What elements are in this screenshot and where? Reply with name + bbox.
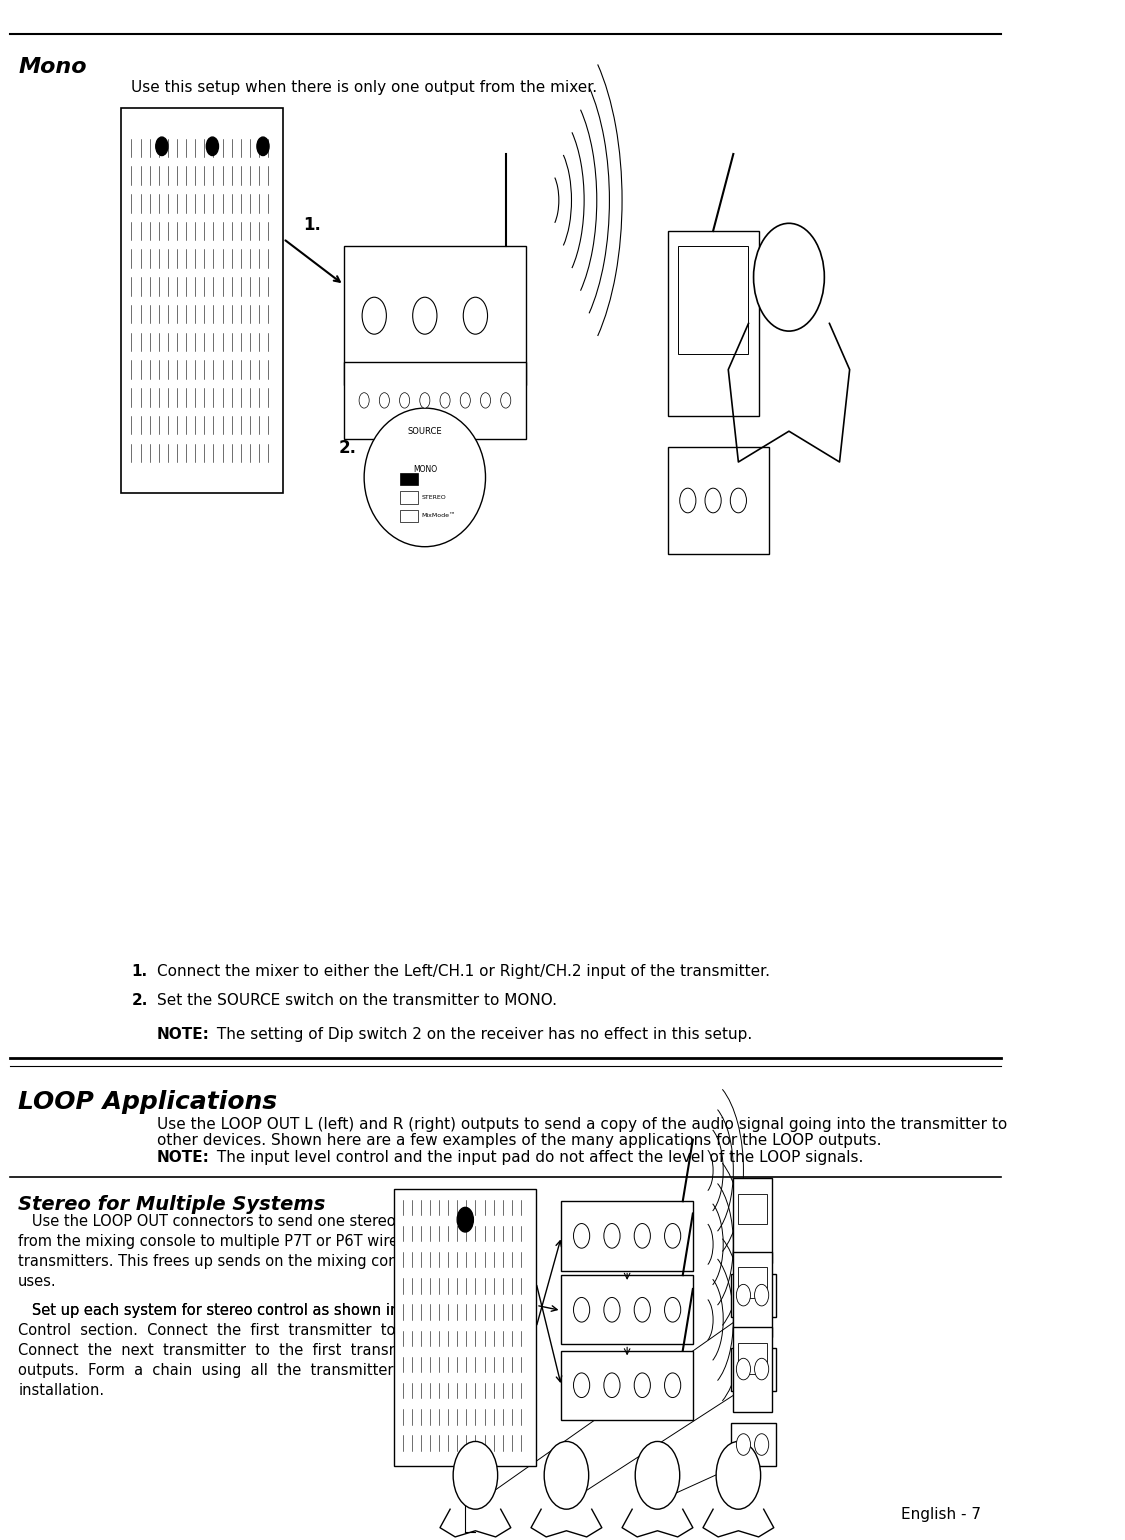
- Text: Set up each system for stereo control as shown in the Stereo: Set up each system for stereo control as…: [18, 1303, 480, 1318]
- Text: other devices. Shown here are a few examples of the many applications for the LO: other devices. Shown here are a few exam…: [156, 1133, 881, 1149]
- Circle shape: [604, 1374, 620, 1398]
- Text: Connect  the  next  transmitter  to  the  first  transmitter's  LOOP: Connect the next transmitter to the firs…: [18, 1343, 494, 1358]
- Circle shape: [440, 393, 450, 408]
- Text: MONO: MONO: [413, 465, 436, 474]
- Text: 1.: 1.: [132, 964, 147, 979]
- Circle shape: [457, 1207, 474, 1232]
- Circle shape: [636, 1441, 679, 1509]
- Text: MixMode™: MixMode™: [422, 513, 456, 519]
- Circle shape: [362, 297, 386, 334]
- Circle shape: [379, 393, 389, 408]
- Text: installation.: installation.: [18, 1383, 105, 1398]
- Bar: [399, 473, 417, 485]
- Circle shape: [460, 393, 470, 408]
- Circle shape: [634, 1224, 650, 1249]
- Text: Control  section.  Connect  the  first  transmitter  to  the  mixer.: Control section. Connect the first trans…: [18, 1323, 484, 1338]
- Circle shape: [574, 1224, 590, 1249]
- Text: SOURCE: SOURCE: [407, 427, 442, 436]
- Text: Set the SOURCE switch on the transmitter to MONO.: Set the SOURCE switch on the transmitter…: [156, 993, 557, 1009]
- Text: Use this setup when there is only one output from the mixer.: Use this setup when there is only one ou…: [132, 80, 597, 95]
- Bar: [399, 510, 417, 522]
- Circle shape: [737, 1358, 750, 1380]
- Circle shape: [717, 1441, 760, 1509]
- Circle shape: [420, 393, 430, 408]
- Text: 1.: 1.: [304, 216, 322, 234]
- Text: 2.: 2.: [132, 993, 147, 1009]
- Circle shape: [574, 1374, 590, 1398]
- Circle shape: [730, 488, 747, 513]
- Circle shape: [604, 1297, 620, 1321]
- Text: transmitters. This frees up sends on the mixing console for other: transmitters. This frees up sends on the…: [18, 1254, 496, 1269]
- Circle shape: [754, 223, 825, 331]
- Text: English - 7: English - 7: [901, 1506, 981, 1522]
- Circle shape: [665, 1224, 681, 1249]
- Text: The input level control and the input pad do not affect the level of the LOOP si: The input level control and the input pa…: [213, 1150, 864, 1166]
- FancyBboxPatch shape: [731, 1423, 776, 1466]
- FancyBboxPatch shape: [344, 246, 526, 385]
- FancyBboxPatch shape: [738, 1194, 767, 1224]
- Circle shape: [604, 1224, 620, 1249]
- Circle shape: [464, 297, 487, 334]
- Text: Mono: Mono: [18, 57, 87, 77]
- Circle shape: [574, 1297, 590, 1321]
- FancyBboxPatch shape: [561, 1351, 693, 1420]
- Text: Connect the mixer to either the Left/CH.1 or Right/CH.2 input of the transmitter: Connect the mixer to either the Left/CH.…: [156, 964, 770, 979]
- FancyBboxPatch shape: [734, 1252, 772, 1337]
- FancyBboxPatch shape: [395, 1189, 537, 1466]
- FancyBboxPatch shape: [738, 1267, 767, 1298]
- Text: LOOP Applications: LOOP Applications: [18, 1090, 278, 1115]
- Circle shape: [413, 297, 436, 334]
- Text: 2.: 2.: [339, 439, 357, 457]
- Circle shape: [155, 137, 168, 156]
- Circle shape: [665, 1297, 681, 1321]
- Bar: [399, 491, 417, 504]
- FancyBboxPatch shape: [122, 108, 284, 493]
- Text: outputs.  Form  a  chain  using  all  the  transmitters  in  your: outputs. Form a chain using all the tran…: [18, 1363, 467, 1378]
- FancyBboxPatch shape: [677, 246, 748, 354]
- Text: Use the LOOP OUT connectors to send one stereo signal: Use the LOOP OUT connectors to send one …: [18, 1214, 444, 1229]
- Circle shape: [453, 1441, 497, 1509]
- FancyBboxPatch shape: [561, 1201, 693, 1270]
- Circle shape: [206, 137, 218, 156]
- Circle shape: [634, 1297, 650, 1321]
- Circle shape: [399, 393, 410, 408]
- Circle shape: [737, 1434, 750, 1455]
- Circle shape: [256, 137, 269, 156]
- FancyBboxPatch shape: [561, 1275, 693, 1344]
- Circle shape: [665, 1374, 681, 1398]
- Text: from the mixing console to multiple P7T or P6T wireless: from the mixing console to multiple P7T …: [18, 1234, 428, 1249]
- FancyBboxPatch shape: [734, 1178, 772, 1263]
- Circle shape: [705, 488, 721, 513]
- FancyBboxPatch shape: [731, 1348, 776, 1391]
- Text: The setting of Dip switch 2 on the receiver has no effect in this setup.: The setting of Dip switch 2 on the recei…: [213, 1027, 753, 1043]
- Circle shape: [501, 393, 511, 408]
- Circle shape: [480, 393, 490, 408]
- Circle shape: [544, 1441, 588, 1509]
- Text: NOTE:: NOTE:: [156, 1027, 209, 1043]
- Circle shape: [359, 393, 369, 408]
- Circle shape: [755, 1358, 768, 1380]
- FancyBboxPatch shape: [667, 447, 768, 554]
- Text: Stereo for Multiple Systems: Stereo for Multiple Systems: [18, 1195, 325, 1214]
- FancyBboxPatch shape: [731, 1274, 776, 1317]
- Text: uses.: uses.: [18, 1274, 57, 1289]
- Circle shape: [755, 1434, 768, 1455]
- Text: STEREO: STEREO: [422, 494, 447, 501]
- Text: Set up each system for stereo control as shown in the Stereo: Set up each system for stereo control as…: [18, 1303, 480, 1318]
- Text: Use the LOOP OUT L (left) and R (right) outputs to send a copy of the audio sign: Use the LOOP OUT L (left) and R (right) …: [156, 1116, 1007, 1132]
- Circle shape: [755, 1284, 768, 1306]
- Circle shape: [680, 488, 696, 513]
- FancyBboxPatch shape: [344, 362, 526, 439]
- Text: NOTE:: NOTE:: [156, 1150, 209, 1166]
- Circle shape: [737, 1284, 750, 1306]
- Circle shape: [634, 1374, 650, 1398]
- FancyBboxPatch shape: [738, 1343, 767, 1374]
- Ellipse shape: [364, 408, 486, 547]
- FancyBboxPatch shape: [667, 231, 758, 416]
- FancyBboxPatch shape: [734, 1327, 772, 1412]
